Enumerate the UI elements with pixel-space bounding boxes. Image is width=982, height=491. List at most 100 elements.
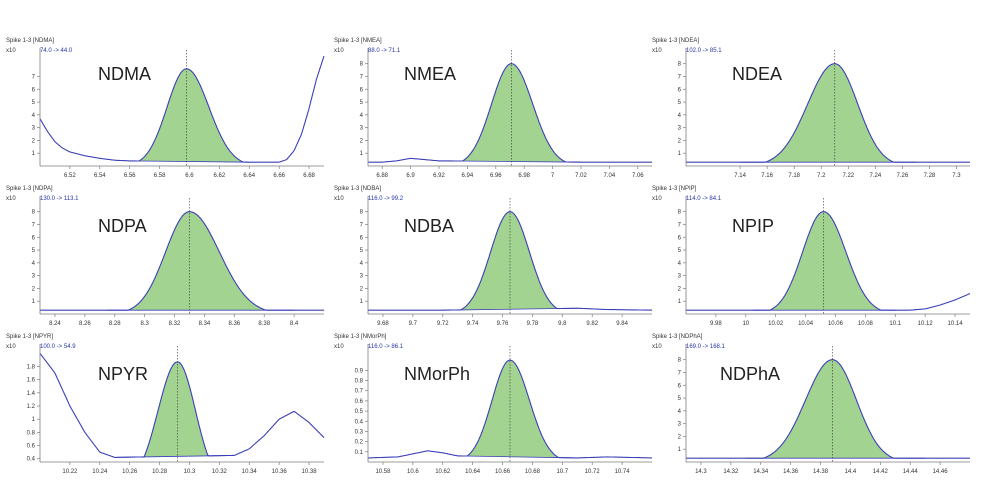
x-tick-label: 10.3 [184,469,196,475]
x-tick-label: 10.58 [375,469,391,475]
x-tick-label: 6.92 [433,173,445,179]
y-tick-label: 1 [678,447,682,453]
y-tick-label: 6 [678,383,682,389]
x-tick-label: 10.62 [435,469,451,475]
peak-area [107,211,295,311]
y-tick-label: 8 [360,62,364,68]
x-tick-label: 7.26 [897,173,909,179]
y-tick-label: 0.3 [355,429,364,435]
peak-area [442,211,578,311]
chromatogram-plot: 8.24 8.26 8.28 8.3 8.32 8.34 8.36 8.38 8.4 1 2 3 4 5 6… [32,196,324,327]
chromatogram-plot: 10.22 10.24 10.26 10.28 10.3 10.32 10.34 10.36 1… [27,344,325,475]
x-tick-label: 9.82 [586,321,598,327]
x-tick-label: 6.54 [94,173,106,179]
x-tick-label: 9.8 [558,321,567,327]
scale-label: x10 [652,48,662,54]
signal-line [686,211,971,311]
y-tick-label: 6 [360,235,364,241]
x-tick-label: 6.64 [243,173,255,179]
integration-baseline [446,160,582,163]
x-tick-label: 10.74 [615,469,631,475]
x-tick-label: 10.38 [302,469,318,475]
y-tick-label: 4 [360,261,364,267]
y-tick-label: 4 [360,113,364,119]
transition-label: 116.0 -> 86.1 [368,344,404,350]
y-tick-label: 3 [32,126,36,132]
chart-panel-ndpa: Spike 1-3 [NDPA] x10 130.0 -> 113.1 NDPA… [6,186,328,334]
x-tick-label: 6.66 [273,173,285,179]
y-tick-label: 1 [32,151,36,157]
y-tick-label: 5 [678,100,682,106]
x-tick-label: 8.26 [79,321,91,327]
x-tick-label: 10.36 [272,469,288,475]
panel-header: Spike 1-3 [NDBA] [334,186,382,192]
y-tick-label: 0.8 [355,379,364,385]
x-tick-label: 7.2 [817,173,826,179]
x-tick-label: 7.24 [869,173,881,179]
panel-header: Spike 1-3 [NPIP] [652,186,697,192]
transition-label: 116.0 -> 99.2 [368,196,404,202]
y-tick-label: 1.6 [27,378,36,384]
y-tick-label: 1 [32,299,36,305]
x-tick-label: 8.34 [199,321,211,327]
x-tick-label: 6.88 [376,173,388,179]
y-tick-label: 2 [32,286,36,292]
x-tick-label: 9.98 [710,321,722,327]
y-tick-label: 0.2 [355,440,364,446]
y-tick-label: 0.4 [355,419,364,425]
x-tick-label: 14.46 [933,469,949,475]
x-tick-label: 8.36 [228,321,240,327]
compound-name: NDPA [98,216,147,236]
chromatogram-plot: 9.98 10 10.02 10.04 10.06 10.08 10.1 10.12 10.14… [678,196,971,327]
x-tick-label: 10.66 [495,469,511,475]
peak-area [114,361,235,458]
x-tick-label: 9.84 [616,321,628,327]
scale-label: x10 [652,196,662,202]
chart-panel-ndea: Spike 1-3 [NDEA] x10 102.0 -> 85.1 NDEA … [652,38,974,186]
x-tick-label: 10.22 [62,469,78,475]
x-tick-label: 6.68 [303,173,315,179]
peak-area [753,211,896,311]
x-tick-label: 10.68 [525,469,541,475]
x-tick-label: 14.38 [813,469,829,475]
compound-name: NDEA [732,64,783,84]
x-tick-label: 7.18 [788,173,800,179]
x-tick-label: 10.64 [465,469,481,475]
y-tick-label: 6 [32,87,36,93]
scale-label: x10 [334,48,344,54]
y-tick-label: 7 [678,74,682,80]
x-tick-label: 10.12 [918,321,934,327]
x-tick-label: 7.28 [924,173,936,179]
y-tick-label: 5 [360,248,364,254]
signal-line [39,55,325,163]
y-tick-label: 4 [678,113,682,119]
chart-panel-nmea: Spike 1-3 [NMEA] x10 88.0 -> 71.1 NMEA 6… [334,38,656,186]
y-tick-label: 5 [32,100,36,106]
scale-label: x10 [6,196,16,202]
chart-panel-nmorph: Spike 1-3 [NMorPh] x10 116.0 -> 86.1 NMo… [334,334,656,482]
x-tick-label: 7.04 [604,173,616,179]
compound-name: NDBA [404,216,455,236]
transition-label: 88.0 -> 71.1 [368,48,401,54]
y-tick-label: 6 [360,87,364,93]
integration-baseline [457,455,578,459]
chromatogram-plot: 14.3 14.32 14.34 14.36 14.38 14.4 14.42 14.44 14… [678,344,970,475]
y-tick-label: 6 [678,87,682,93]
x-tick-label: 10.26 [122,469,138,475]
y-tick-label: 6 [32,235,36,241]
y-tick-label: 2 [678,434,682,440]
peak-area [740,63,916,163]
signal-line [368,359,652,459]
y-tick-label: 3 [360,274,364,280]
y-tick-label: 2 [678,138,682,144]
x-tick-label: 14.4 [845,469,857,475]
x-tick-label: 10.28 [152,469,168,475]
x-tick-label: 6.9 [406,173,415,179]
x-tick-label: 8.4 [290,321,299,327]
x-tick-label: 10.34 [242,469,258,475]
peak-area [745,359,926,459]
x-tick-label: 7.22 [842,173,854,179]
y-tick-label: 8 [32,210,36,216]
x-tick-label: 14.36 [783,469,799,475]
y-tick-label: 3 [678,126,682,132]
